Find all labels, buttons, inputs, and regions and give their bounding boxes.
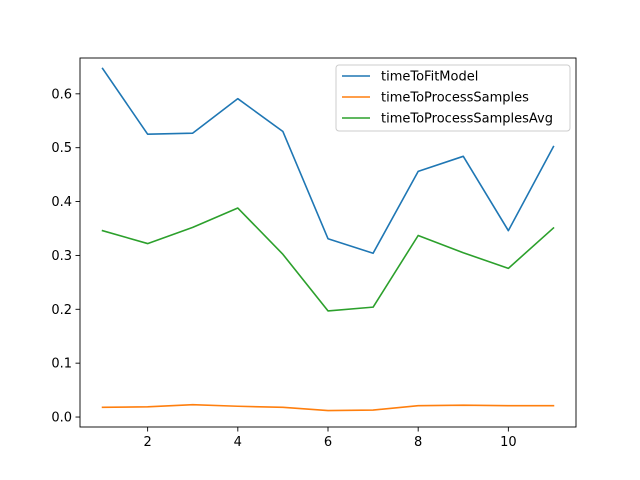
- legend-label-timeToProcessSamples: timeToProcessSamples: [381, 91, 529, 106]
- x-tick-label: 10: [500, 435, 517, 450]
- y-tick-label: 0.5: [51, 141, 72, 156]
- x-tick-label: 2: [143, 435, 151, 450]
- x-tick-label: 4: [234, 435, 242, 450]
- y-tick-label: 0.1: [51, 357, 72, 372]
- series-line-timeToFitModel: [101, 67, 555, 255]
- y-tick-label: 0.0: [51, 411, 72, 426]
- y-tick-label: 0.2: [51, 303, 72, 318]
- x-tick-label: 6: [324, 435, 332, 450]
- legend: timeToFitModel timeToProcessSamples timeTo…: [335, 64, 571, 132]
- legend-box: [335, 64, 571, 132]
- legend-label-timeToProcessSamplesAvg: timeToProcessSamplesAvg: [381, 112, 553, 127]
- x-tick-label: 8: [414, 435, 422, 450]
- plot-area: 2 4 6 8 10 0.0 0.1 0.2 0.3 0.4 0.5 0.6: [51, 57, 577, 450]
- series-line-timeToProcessSamples: [101, 403, 555, 412]
- legend-label-timeToFitModel: timeToFitModel: [381, 70, 478, 85]
- y-tick-label: 0.6: [51, 87, 72, 102]
- series-line-timeToProcessSamplesAvg: [101, 207, 555, 312]
- y-tick-label: 0.3: [51, 249, 72, 264]
- y-tick-label: 0.4: [51, 195, 72, 210]
